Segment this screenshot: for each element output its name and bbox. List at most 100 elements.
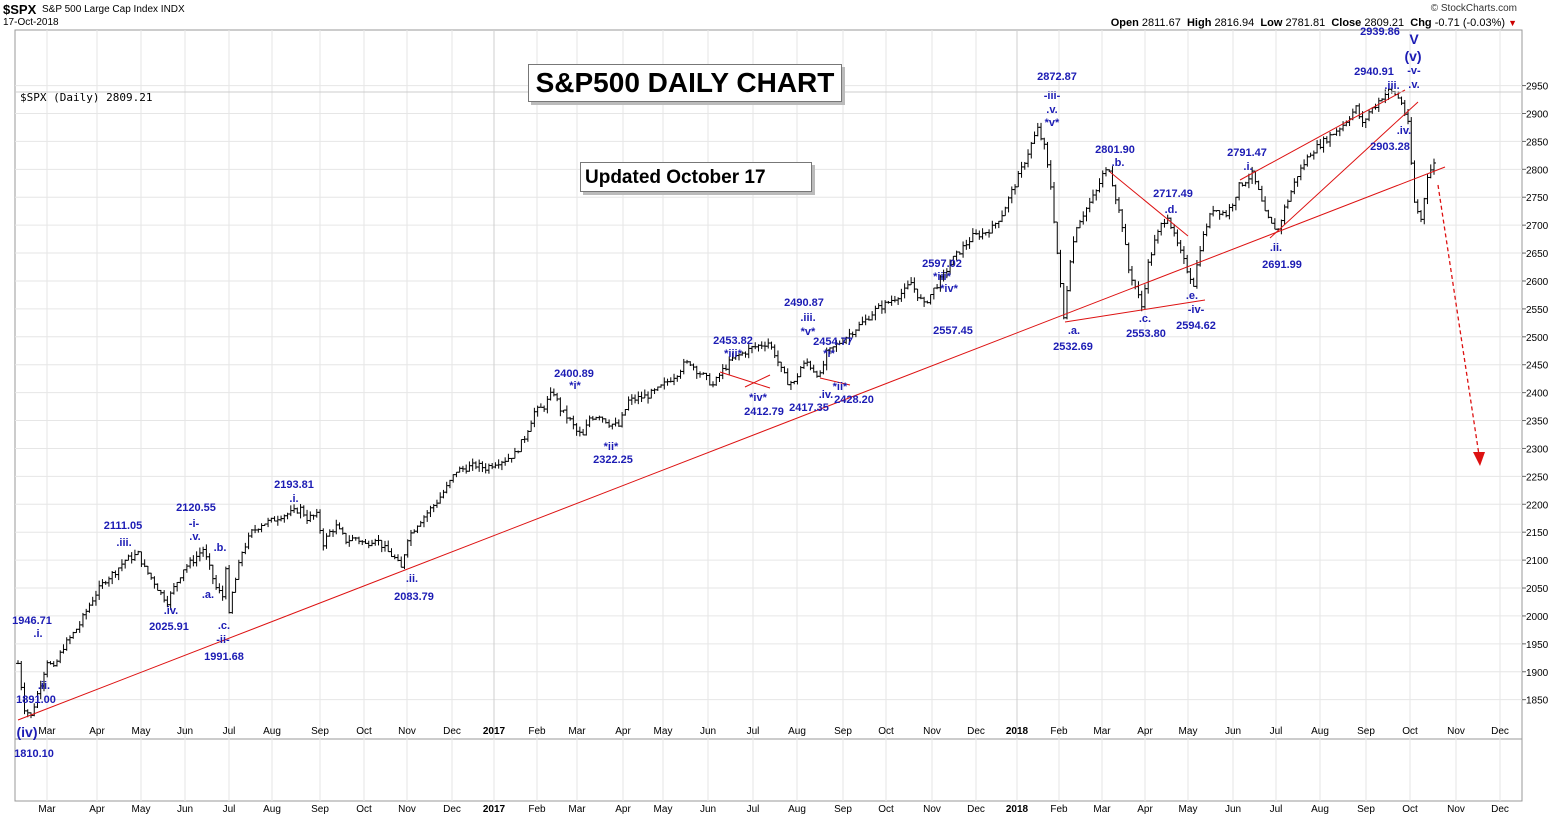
wave-label: 2417.35 (789, 402, 829, 414)
y-tick-label: 2150 (1526, 528, 1549, 539)
wave-label: 2691.99 (1262, 259, 1302, 271)
y-tick-label: 2750 (1526, 193, 1549, 204)
x-tick-label-lower: Oct (356, 804, 372, 815)
wave-label: .e. (1186, 290, 1198, 302)
wave-label: 2872.87 (1037, 71, 1077, 83)
wave-label: .v. (1408, 79, 1419, 91)
wave-label: -ii- (216, 634, 230, 646)
wave-label: 2453.82 (713, 335, 753, 347)
x-tick-label-lower: Apr (1137, 804, 1153, 815)
y-tick-label: 2850 (1526, 137, 1549, 148)
wave-label: 2083.79 (394, 591, 434, 603)
x-tick-label: Mar (1093, 726, 1111, 737)
x-tick-label: Jun (700, 726, 716, 737)
legend: $SPX (Daily) 2809.21 (20, 91, 152, 104)
trendline (17, 166, 1446, 721)
high-label: High (1186, 17, 1212, 29)
x-tick-label-lower: Mar (1093, 804, 1111, 815)
x-tick-label: Sep (834, 726, 852, 737)
y-tick-label: 2200 (1526, 500, 1549, 511)
wave-label: 1891.00 (16, 694, 56, 706)
wave-label: -i- (189, 518, 200, 530)
x-tick-label-lower: Sep (834, 804, 852, 815)
trendlines (17, 89, 1485, 721)
x-tick-label: Apr (1137, 726, 1153, 737)
lower-panel (14, 738, 1523, 802)
x-tick-label: May (654, 726, 673, 737)
x-tick-label: Dec (1491, 726, 1509, 737)
wave-label: 2939.86 (1360, 26, 1400, 38)
y-tick-label: 2500 (1526, 333, 1549, 344)
y-tick-label: 2100 (1526, 556, 1549, 567)
x-tick-label-lower: Aug (788, 804, 806, 815)
y-tick-label: 2250 (1526, 472, 1549, 483)
y-axis: 1850 1900 1950 2000 2050 2100 2150 2200 2250 2300… (1522, 82, 1549, 707)
wave-annotations: 1891.00.ii.1946.71.i.2111.05.iii..iv.202… (12, 26, 1421, 760)
wave-label: *i* (569, 380, 581, 392)
wave-label: 2025.91 (149, 621, 189, 633)
x-axis-lower: Mar Apr May Jun Jul Aug Sep Oct Nov Dec 2017 Feb Mar… (38, 804, 1509, 815)
wave-label: .iii. (116, 537, 131, 549)
wave-label: .v. (189, 531, 200, 543)
wave-label: *iii* (933, 271, 951, 283)
wave-label: 2428.20 (834, 394, 874, 406)
trendline (819, 377, 851, 386)
trendline (1109, 171, 1189, 237)
close-value: 2809.21 (1364, 17, 1405, 29)
x-tick-label: 2018 (1006, 726, 1029, 737)
trendline (744, 374, 771, 388)
x-tick-label-lower: May (1179, 804, 1198, 815)
wave-label: .d. (1165, 204, 1178, 216)
wave-label: .c. (218, 620, 230, 632)
open-value: 2811.67 (1141, 17, 1181, 29)
wave-label: .i. (1243, 161, 1252, 173)
y-tick-label: 1850 (1526, 696, 1549, 707)
wave-label: 2111.05 (104, 520, 143, 532)
x-tick-label: Apr (615, 726, 631, 737)
x-tick-label: Sep (1357, 726, 1375, 737)
chart-title-box: S&P500 DAILY CHART (528, 64, 842, 102)
x-tick-label: Jun (1225, 726, 1241, 737)
y-tick-label: 1950 (1526, 640, 1549, 651)
wave-label: *ii* (604, 441, 619, 453)
open-label: Open (1110, 17, 1139, 29)
price-bars (16, 86, 1436, 719)
x-tick-label: Mar (568, 726, 586, 737)
x-tick-label-lower: Nov (1447, 804, 1465, 815)
grid (15, 30, 1522, 801)
x-tick-label-lower: Dec (967, 804, 985, 815)
wave-label: *ii* (833, 381, 848, 393)
chg-label: Chg (1410, 17, 1432, 29)
x-tick-label: Oct (1402, 726, 1418, 737)
low-label: Low (1260, 17, 1283, 29)
x-tick-label: 2017 (483, 726, 506, 737)
trendline (1239, 89, 1406, 181)
symbol: $SPX (3, 2, 37, 17)
x-tick-label: Apr (89, 726, 105, 737)
wave-label: 2940.91 (1354, 66, 1394, 78)
x-tick-label-lower: Mar (568, 804, 586, 815)
y-tick-label: 2400 (1526, 389, 1549, 400)
wave-label: .iv. (1397, 125, 1411, 137)
low-value: 2781.81 (1285, 17, 1326, 29)
x-tick-label-lower: Dec (443, 804, 461, 815)
wave-label: 2400.89 (554, 368, 594, 380)
wave-label: .a. (202, 589, 214, 601)
y-tick-label: 2950 (1526, 82, 1549, 93)
wave-label: 2557.45 (933, 325, 973, 337)
wave-label: 2801.90 (1095, 144, 1135, 156)
wave-label: .iii. (1384, 80, 1399, 92)
x-tick-label-lower: Mar (38, 804, 56, 815)
wave-label: 2490.87 (784, 297, 824, 309)
x-tick-label-lower: 2017 (483, 804, 506, 815)
x-tick-label-lower: Feb (1050, 804, 1068, 815)
wave-label: .c. (1139, 313, 1151, 325)
wave-label: 2193.81 (274, 479, 314, 491)
y-tick-label: 1900 (1526, 668, 1549, 679)
x-tick-label: Nov (923, 726, 941, 737)
wave-label: (iv) (17, 724, 38, 740)
x-tick-label-lower: Apr (615, 804, 631, 815)
wave-label: .v. (1046, 104, 1057, 116)
wave-label: 1946.71 (12, 615, 52, 627)
y-tick-label: 2900 (1526, 109, 1549, 120)
